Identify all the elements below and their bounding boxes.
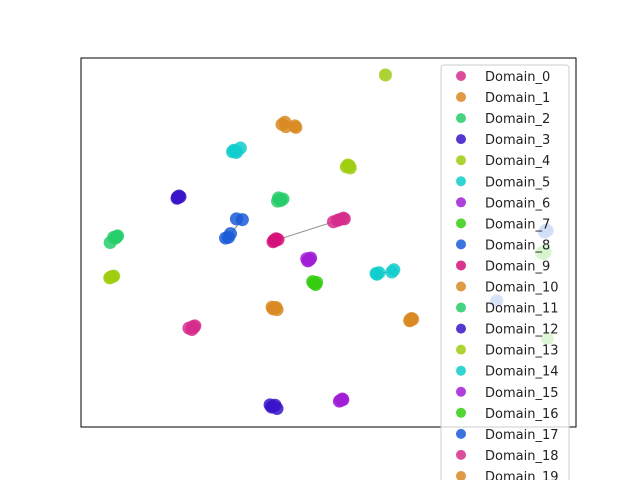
- legend-marker-17: [456, 428, 466, 439]
- point-domain-8-2: [223, 227, 237, 241]
- legend-marker-19: [456, 470, 466, 480]
- point-domain-1-4: [278, 115, 292, 129]
- point-domain-4-3: [341, 158, 355, 172]
- legend-label-5: Domain_5: [485, 175, 550, 190]
- point-domain-14-3: [387, 263, 401, 277]
- legend-marker-4: [456, 155, 466, 166]
- legend-marker-18: [456, 449, 466, 460]
- point-domain-13-4: [104, 270, 118, 284]
- point-domain-0-4: [185, 323, 199, 337]
- legend-label-8: Domain_8: [485, 238, 550, 253]
- point-domain-1-3: [289, 120, 303, 134]
- legend-label-12: Domain_12: [485, 323, 559, 338]
- point-domain-2-4: [273, 193, 287, 207]
- point-domain-10-4: [265, 300, 279, 314]
- legend-label-2: Domain_2: [485, 112, 550, 127]
- point-domain-19-4: [403, 313, 417, 327]
- legend-label-9: Domain_9: [485, 259, 550, 274]
- point-domain-18-4: [326, 215, 340, 229]
- legend-marker-5: [456, 176, 466, 187]
- legend-label-13: Domain_13: [485, 344, 559, 359]
- legend-marker-11: [456, 302, 466, 313]
- legend-label-15: Domain_15: [485, 386, 559, 401]
- legend-label-19: Domain_19: [485, 470, 559, 480]
- point-domain-14-4: [370, 267, 384, 281]
- legend-marker-15: [456, 386, 466, 397]
- legend-label-4: Domain_4: [485, 154, 550, 169]
- legend-marker-8: [456, 239, 466, 250]
- legend-marker-2: [456, 113, 466, 124]
- point-domain-5-4: [228, 144, 242, 158]
- legend-label-17: Domain_17: [485, 428, 559, 443]
- legend-marker-0: [456, 71, 466, 81]
- connector-line-1: [277, 221, 334, 241]
- legend-marker-16: [456, 407, 466, 418]
- legend-label-7: Domain_7: [485, 217, 550, 232]
- point-domain-9-4: [267, 233, 281, 247]
- point-domain-6-4: [300, 252, 314, 266]
- legend-marker-10: [456, 281, 466, 292]
- legend-marker-13: [456, 344, 466, 355]
- point-domain-8-4: [229, 212, 243, 226]
- legend-marker-6: [456, 197, 466, 208]
- legend-label-16: Domain_16: [485, 407, 559, 422]
- point-domain-3-4: [265, 400, 279, 414]
- legend-label-10: Domain_10: [485, 281, 559, 296]
- legend-frame: [440, 64, 570, 480]
- legend-label-11: Domain_11: [485, 302, 559, 317]
- legend-label-1: Domain_1: [485, 91, 550, 106]
- legend-marker-7: [456, 218, 466, 229]
- point-domain-15-4: [334, 393, 348, 407]
- legend-label-18: Domain_18: [485, 449, 559, 464]
- legend-label-6: Domain_6: [485, 196, 550, 211]
- legend-label-14: Domain_14: [485, 365, 559, 380]
- point-domain-18-3: [336, 211, 350, 225]
- point-domain-4-4: [378, 68, 392, 82]
- legend-marker-3: [456, 134, 466, 145]
- legend-marker-14: [456, 365, 466, 376]
- legend-marker-9: [456, 260, 466, 271]
- point-domain-11-4: [110, 230, 124, 244]
- legend-marker-12: [456, 323, 466, 334]
- point-domain-12-4: [171, 190, 185, 204]
- legend-marker-1: [456, 92, 466, 103]
- point-domain-7-4: [308, 276, 322, 290]
- legend-label-3: Domain_3: [485, 133, 550, 148]
- legend-label-0: Domain_0: [485, 70, 550, 85]
- legend: Domain_0 Domain_1 Domain_2 Domain_3 Domain_4…: [440, 64, 570, 480]
